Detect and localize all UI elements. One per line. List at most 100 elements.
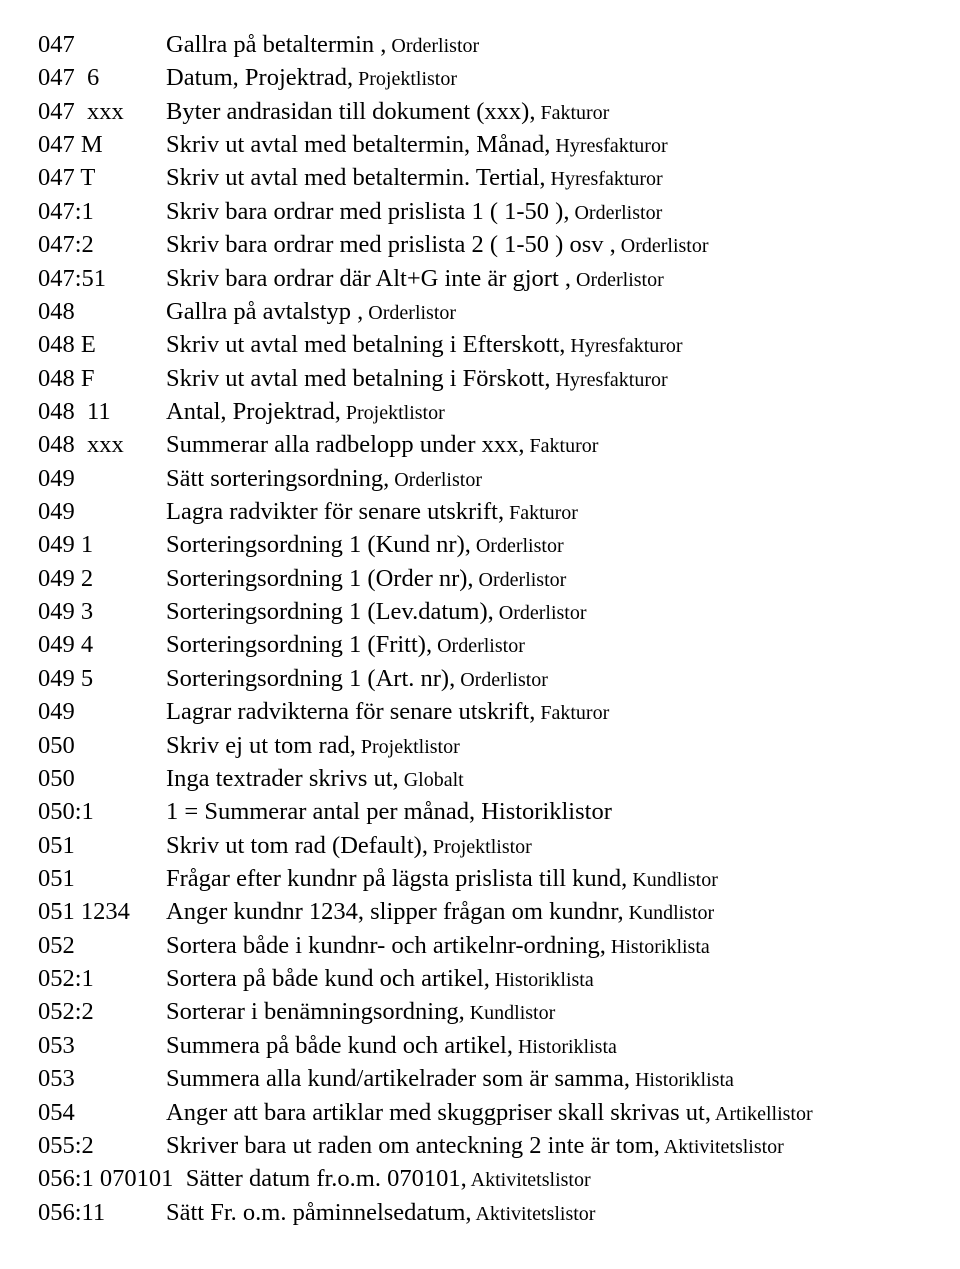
- list-row: 053Summera på både kund och artikel, His…: [38, 1029, 922, 1062]
- row-code: 054: [38, 1097, 166, 1128]
- row-category: Hyresfakturor: [546, 168, 663, 190]
- row-code: 049 5: [38, 663, 166, 694]
- list-row: 047 MSkriv ut avtal med betaltermin, Mån…: [38, 128, 922, 161]
- list-row: 047 xxxByter andrasidan till dokument (x…: [38, 95, 922, 128]
- row-code: 051: [38, 830, 166, 861]
- row-description: Summera alla kund/artikelrader som är sa…: [166, 1063, 734, 1094]
- row-code: 050: [38, 730, 166, 761]
- row-category: Historiklista: [490, 969, 594, 991]
- row-description: Sortera på både kund och artikel, Histor…: [166, 963, 594, 994]
- list-row: 056:11Sätt Fr. o.m. påminnelsedatum, Akt…: [38, 1196, 922, 1229]
- row-category: Globalt: [399, 769, 464, 791]
- row-code: 049 2: [38, 563, 166, 594]
- row-category: Fakturor: [535, 102, 609, 124]
- row-description: Sorteringsordning 1 (Fritt), Orderlistor: [166, 629, 525, 660]
- row-description: Anger att bara artiklar med skuggpriser …: [166, 1097, 813, 1128]
- list-row: 051Skriv ut tom rad (Default), Projektli…: [38, 829, 922, 862]
- row-category: Orderlistor: [363, 302, 456, 324]
- row-code: 047:51: [38, 263, 166, 294]
- code-list: 047Gallra på betaltermin , Orderlistor04…: [38, 28, 922, 1229]
- row-category: Aktivitetslistor: [467, 1169, 591, 1191]
- row-description: Anger kundnr 1234, slipper frågan om kun…: [166, 896, 714, 927]
- row-category: Fakturor: [525, 435, 599, 457]
- row-category: Aktivitetslistor: [660, 1136, 784, 1158]
- list-row: 048 11Antal, Projektrad, Projektlistor: [38, 395, 922, 428]
- list-row: 047:2Skriv bara ordrar med prislista 2 (…: [38, 228, 922, 261]
- row-category: Projektlistor: [353, 68, 457, 90]
- list-row: 047 TSkriv ut avtal med betaltermin. Ter…: [38, 161, 922, 194]
- row-category: Orderlistor: [389, 469, 482, 491]
- row-main-text: Gallra på avtalstyp ,: [166, 298, 363, 325]
- list-row: 054Anger att bara artiklar med skuggpris…: [38, 1096, 922, 1129]
- row-description: Sorteringsordning 1 (Art. nr), Orderlist…: [166, 663, 548, 694]
- row-code: 056:11: [38, 1197, 166, 1228]
- row-code: 047:2: [38, 229, 166, 260]
- row-main-text: Summera alla kund/artikelrader som är sa…: [166, 1065, 630, 1092]
- row-main-text: Sorteringsordning 1 (Art. nr),: [166, 665, 455, 692]
- row-description: Skriv bara ordrar med prislista 1 ( 1-50…: [166, 196, 662, 227]
- row-category: Orderlistor: [386, 35, 479, 57]
- row-code: 052: [38, 930, 166, 961]
- row-main-text: Lagrar radvikterna för senare utskrift,: [166, 698, 535, 725]
- row-code: 049 4: [38, 629, 166, 660]
- row-description: 1 = Summerar antal per månad, Historikli…: [166, 796, 612, 827]
- row-main-text: Inga textrader skrivs ut,: [166, 765, 399, 792]
- row-description: Sätt sorteringsordning, Orderlistor: [166, 463, 482, 494]
- row-description: Summera på både kund och artikel, Histor…: [166, 1030, 617, 1061]
- row-code: 051: [38, 863, 166, 894]
- row-code: 048: [38, 296, 166, 327]
- row-code: 052:1: [38, 963, 166, 994]
- row-main-text: Summerar alla radbelopp under xxx,: [166, 431, 525, 458]
- row-code: 048 11: [38, 396, 166, 427]
- list-row: 050Skriv ej ut tom rad, Projektlistor: [38, 729, 922, 762]
- row-main-text: Skriv ut avtal med betaltermin, Månad,: [166, 131, 550, 158]
- row-code: 047 M: [38, 129, 166, 160]
- row-description: Gallra på avtalstyp , Orderlistor: [166, 296, 456, 327]
- row-main-text: Summera på både kund och artikel,: [166, 1032, 513, 1059]
- row-code: 053: [38, 1063, 166, 1094]
- row-code: 050: [38, 763, 166, 794]
- list-row: 049 2Sorteringsordning 1 (Order nr), Ord…: [38, 562, 922, 595]
- row-code: 050:1: [38, 796, 166, 827]
- list-row: 049Sätt sorteringsordning, Orderlistor: [38, 462, 922, 495]
- row-code: 051 1234: [38, 896, 166, 927]
- row-description: Sätt Fr. o.m. påminnelsedatum, Aktivitet…: [166, 1197, 595, 1228]
- row-category: Historiklista: [513, 1036, 617, 1058]
- row-description: Skriv ut avtal med betaltermin. Tertial,…: [166, 162, 663, 193]
- list-row: 047:1Skriv bara ordrar med prislista 1 (…: [38, 195, 922, 228]
- row-category: Artikellistor: [711, 1103, 813, 1125]
- row-category: Orderlistor: [569, 202, 662, 224]
- list-row: 052Sortera både i kundnr- och artikelnr-…: [38, 929, 922, 962]
- row-category: Fakturor: [535, 702, 609, 724]
- row-code: 048 xxx: [38, 429, 166, 460]
- list-row: 049 1Sorteringsordning 1 (Kund nr), Orde…: [38, 528, 922, 561]
- row-code: 049: [38, 496, 166, 527]
- row-code: 047:1: [38, 196, 166, 227]
- row-code: 055:2: [38, 1130, 166, 1161]
- list-row: 056:1 070101 Sätter datum fr.o.m. 070101…: [38, 1162, 922, 1195]
- row-main-text: Sortera på både kund och artikel,: [166, 965, 490, 992]
- list-row: 047 6Datum, Projektrad, Projektlistor: [38, 61, 922, 94]
- row-description: Sorteringsordning 1 (Kund nr), Orderlist…: [166, 529, 564, 560]
- row-description: Frågar efter kundnr på lägsta prislista …: [166, 863, 718, 894]
- list-row: 049 4Sorteringsordning 1 (Fritt), Orderl…: [38, 628, 922, 661]
- list-row: 053Summera alla kund/artikelrader som är…: [38, 1062, 922, 1095]
- row-main-text: Anger att bara artiklar med skuggpriser …: [166, 1099, 711, 1126]
- row-main-text: Sorteringsordning 1 (Fritt),: [166, 631, 432, 658]
- row-main-text: Skriv bara ordrar där Alt+G inte är gjor…: [166, 265, 571, 292]
- list-row: 047Gallra på betaltermin , Orderlistor: [38, 28, 922, 61]
- row-category: Orderlistor: [494, 602, 587, 624]
- row-code: 053: [38, 1030, 166, 1061]
- list-row: 049Lagra radvikter för senare utskrift, …: [38, 495, 922, 528]
- row-main-text: Sätter datum fr.o.m. 070101,: [173, 1165, 466, 1192]
- row-description: Sortera både i kundnr- och artikelnr-ord…: [166, 930, 710, 961]
- row-main-text: Skriv bara ordrar med prislista 1 ( 1-50…: [166, 198, 569, 225]
- row-category: Projektlistor: [428, 836, 532, 858]
- row-code: 049: [38, 463, 166, 494]
- list-row: 048 FSkriv ut avtal med betalning i Förs…: [38, 362, 922, 395]
- row-category: Orderlistor: [571, 269, 664, 291]
- row-code: 056:1 070101: [38, 1163, 173, 1194]
- list-row: 050:11 = Summerar antal per månad, Histo…: [38, 795, 922, 828]
- row-main-text: Sorterar i benämningsordning,: [166, 998, 465, 1025]
- row-description: Datum, Projektrad, Projektlistor: [166, 62, 457, 93]
